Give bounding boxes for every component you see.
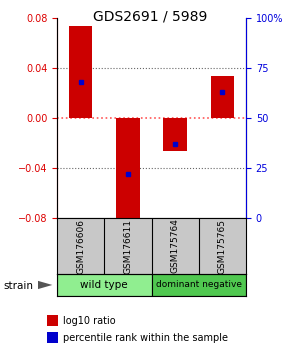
Text: log10 ratio: log10 ratio [63,316,116,326]
Bar [152,274,246,296]
Bar [69,27,92,118]
Text: strain: strain [3,281,33,291]
Bar [47,315,58,326]
Text: dominant negative: dominant negative [156,280,242,290]
Text: percentile rank within the sample: percentile rank within the sample [63,333,228,343]
Text: GSM175765: GSM175765 [218,218,227,274]
Text: GDS2691 / 5989: GDS2691 / 5989 [93,10,207,24]
Bar [116,118,140,227]
Text: GSM176611: GSM176611 [123,218,132,274]
Bar [57,274,152,296]
Text: GSM175764: GSM175764 [171,218,180,274]
Text: GSM176606: GSM176606 [76,218,85,274]
Bar [47,332,58,343]
Bar [211,76,234,118]
Polygon shape [38,281,52,289]
Bar [163,118,187,152]
Text: wild type: wild type [80,280,128,290]
